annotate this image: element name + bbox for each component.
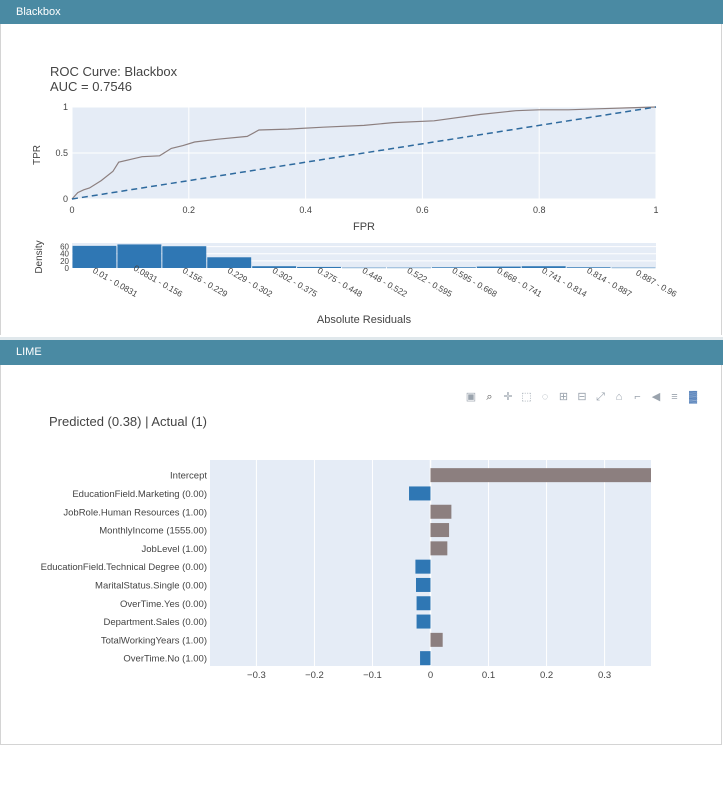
roc-y-tick-label: 0: [63, 194, 68, 204]
roc-x-tick-label: 0.2: [183, 205, 196, 215]
zoom-in-icon[interactable]: ⊞: [558, 391, 570, 403]
roc-y-axis-label: TPR: [32, 145, 43, 165]
lime-chart: Predicted (0.38) | Actual (1) Intercept E…: [0, 405, 723, 705]
roc-x-tick-label: 0: [69, 205, 74, 215]
lime-x-tick-label: −0.1: [363, 670, 382, 681]
zoom-out-icon[interactable]: ⊟: [576, 391, 588, 403]
hist-x-tick-label: 0.156 - 0.229: [181, 265, 230, 299]
hist-x-tick-label: 0.741 - 0.814: [540, 265, 589, 299]
lime-x-tick-label: 0.2: [540, 670, 553, 681]
roc-chart: ROC Curve: Blackbox AUC = 0.7546 0 0.2 0.4…: [0, 55, 723, 235]
hist-bar[interactable]: [162, 246, 206, 268]
hist-y-axis-label: Density: [34, 240, 45, 273]
roc-title: ROC Curve: Blackbox: [50, 64, 178, 79]
lime-x-tick-label: −0.2: [305, 670, 324, 681]
hist-x-axis-label: Absolute Residuals: [317, 314, 412, 326]
hist-x-tick-label: 0.814 - 0.887: [585, 265, 634, 299]
lasso-icon[interactable]: ◌: [539, 391, 551, 403]
lime-feature-label: MonthlyIncome (1555.00): [99, 526, 207, 537]
autoscale-icon[interactable]: ⤢: [595, 391, 607, 403]
roc-x-tick-label: 0.8: [533, 205, 546, 215]
lime-bar[interactable]: [431, 468, 652, 482]
roc-subtitle: AUC = 0.7546: [50, 79, 132, 94]
hist-x-tick-label: 0.448 - 0.522: [361, 265, 410, 299]
roc-y-tick-label: 1: [63, 102, 68, 112]
hist-bar[interactable]: [612, 268, 656, 269]
hist-x-tick-label: 0.522 - 0.595: [406, 265, 455, 299]
hist-x-tick-label: 0.302 - 0.375: [271, 265, 320, 299]
lime-bar[interactable]: [415, 560, 430, 574]
lime-bar[interactable]: [409, 486, 430, 500]
hover-closest-icon[interactable]: ◀: [650, 391, 662, 403]
lime-x-tick-label: 0.3: [598, 670, 611, 681]
lime-bar[interactable]: [416, 578, 431, 592]
lime-bar[interactable]: [417, 596, 431, 610]
zoom-icon[interactable]: ⌕: [484, 391, 496, 403]
lime-x-tick-label: 0.1: [482, 670, 495, 681]
roc-x-tick-label: 0.6: [416, 205, 429, 215]
plotly-logo-icon[interactable]: ▓: [687, 391, 699, 403]
lime-feature-label: JobRole.Human Resources (1.00): [63, 507, 207, 518]
roc-y-tick-label: 0.5: [55, 148, 68, 158]
hist-x-tick-label: 0.668 - 0.741: [495, 265, 544, 299]
lime-bar[interactable]: [431, 523, 450, 537]
lime-bar[interactable]: [431, 505, 452, 519]
pan-icon[interactable]: ✛: [502, 391, 514, 403]
hist-x-tick-label: 0.375 - 0.448: [316, 265, 365, 299]
lime-panel-header[interactable]: LIME: [0, 337, 723, 365]
hist-bar[interactable]: [73, 246, 117, 268]
hover-compare-icon[interactable]: ≡: [669, 391, 681, 403]
blackbox-panel-header[interactable]: Blackbox: [0, 0, 723, 24]
lime-bar[interactable]: [431, 541, 448, 555]
lime-feature-label: EducationField.Technical Degree (0.00): [41, 562, 207, 573]
lime-bar[interactable]: [431, 633, 443, 647]
lime-feature-label: JobLevel (1.00): [142, 544, 207, 555]
lime-feature-label: EducationField.Marketing (0.00): [72, 489, 207, 500]
reset-icon[interactable]: ⌂: [613, 391, 625, 403]
lime-x-tick-label: 0: [428, 670, 433, 681]
lime-feature-label: TotalWorkingYears (1.00): [101, 635, 207, 646]
roc-x-tick-label: 1: [653, 205, 658, 215]
hist-x-tick-label: 0.595 - 0.668: [450, 265, 499, 299]
lime-feature-label: Department.Sales (0.00): [104, 617, 208, 628]
lime-bar[interactable]: [417, 615, 431, 629]
lime-feature-label: MaritalStatus.Single (0.00): [95, 580, 207, 591]
lime-x-tick-label: −0.3: [247, 670, 266, 681]
hist-y-tick-label: 0: [65, 264, 70, 273]
hist-x-tick-label: 0.887 - 0.96: [634, 268, 679, 299]
box-select-icon[interactable]: ⬚: [521, 391, 533, 403]
lime-feature-label: OverTime.Yes (0.00): [120, 599, 207, 610]
plot-toolbar: ▣ ⌕ ✛ ⬚ ◌ ⊞ ⊟ ⤢ ⌂ ⌐ ◀ ≡ ▓: [465, 391, 710, 405]
lime-title: Predicted (0.38) | Actual (1): [49, 414, 207, 429]
blackbox-panel-title: Blackbox: [16, 6, 61, 18]
roc-x-axis-label: FPR: [353, 221, 375, 233]
lime-panel-title: LIME: [16, 346, 42, 358]
lime-bar[interactable]: [420, 651, 430, 665]
roc-x-tick-label: 0.4: [299, 205, 312, 215]
lime-feature-label: OverTime.No (1.00): [123, 654, 207, 665]
camera-icon[interactable]: ▣: [465, 391, 477, 403]
spike-lines-icon[interactable]: ⌐: [632, 391, 644, 403]
hist-x-tick-label: 0.229 - 0.302: [226, 265, 275, 299]
lime-feature-label: Intercept: [170, 471, 207, 482]
